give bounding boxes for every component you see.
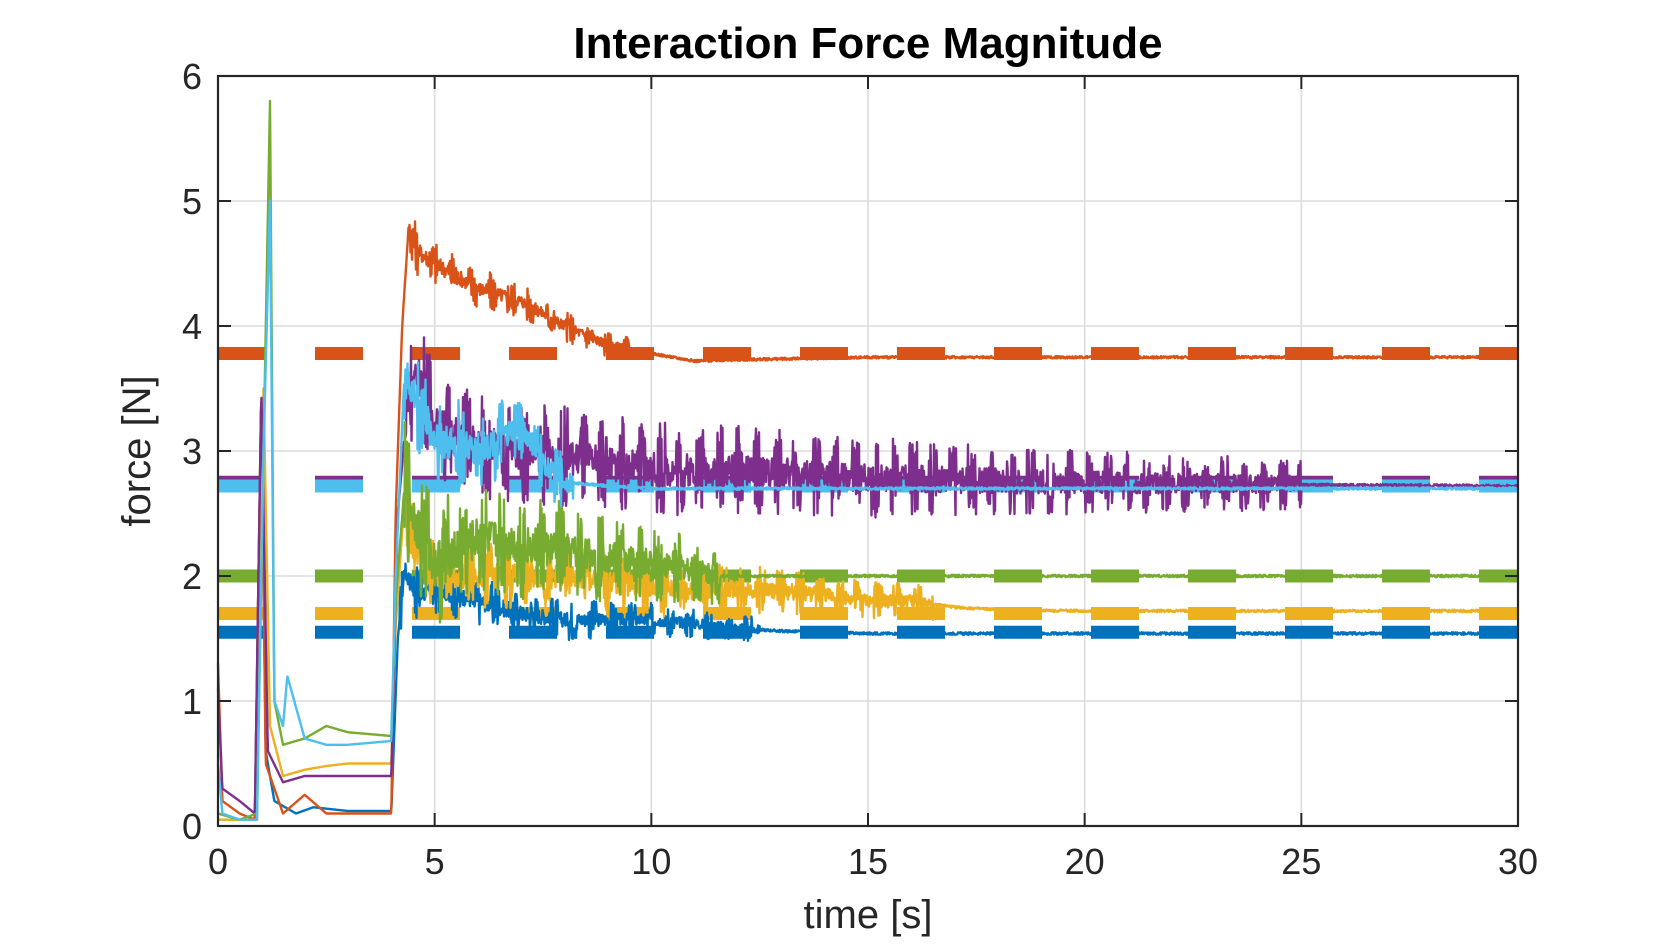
y-tick-label: 6 (182, 56, 202, 97)
axis-ticks: 0 5 10 15 20 25 30 0 1 2 3 4 5 6 (182, 56, 1538, 882)
y-tick-label: 3 (182, 431, 202, 472)
x-tick-label: 30 (1498, 841, 1538, 882)
x-tick-label: 5 (425, 841, 445, 882)
series-blue-line (217, 401, 1519, 821)
x-axis-label: time [s] (804, 893, 933, 937)
y-tick-label: 2 (182, 556, 202, 597)
x-tick-label: 25 (1281, 841, 1321, 882)
x-tick-label: 20 (1065, 841, 1105, 882)
series-orange-line (216, 220, 1519, 821)
y-axis-label: force [N] (115, 375, 159, 526)
x-tick-label: 15 (848, 841, 888, 882)
y-tick-label: 1 (182, 681, 202, 722)
chart-title: Interaction Force Magnitude (573, 19, 1162, 68)
data-series (216, 99, 1520, 821)
y-tick-label: 5 (182, 181, 202, 222)
y-tick-label: 4 (182, 306, 202, 347)
y-tick-label: 0 (182, 806, 202, 847)
series-green-line (217, 99, 1520, 821)
series-cyan-line (216, 199, 1519, 821)
x-tick-label: 10 (631, 841, 671, 882)
series-purple-line (216, 336, 1520, 815)
x-tick-label: 0 (208, 841, 228, 882)
